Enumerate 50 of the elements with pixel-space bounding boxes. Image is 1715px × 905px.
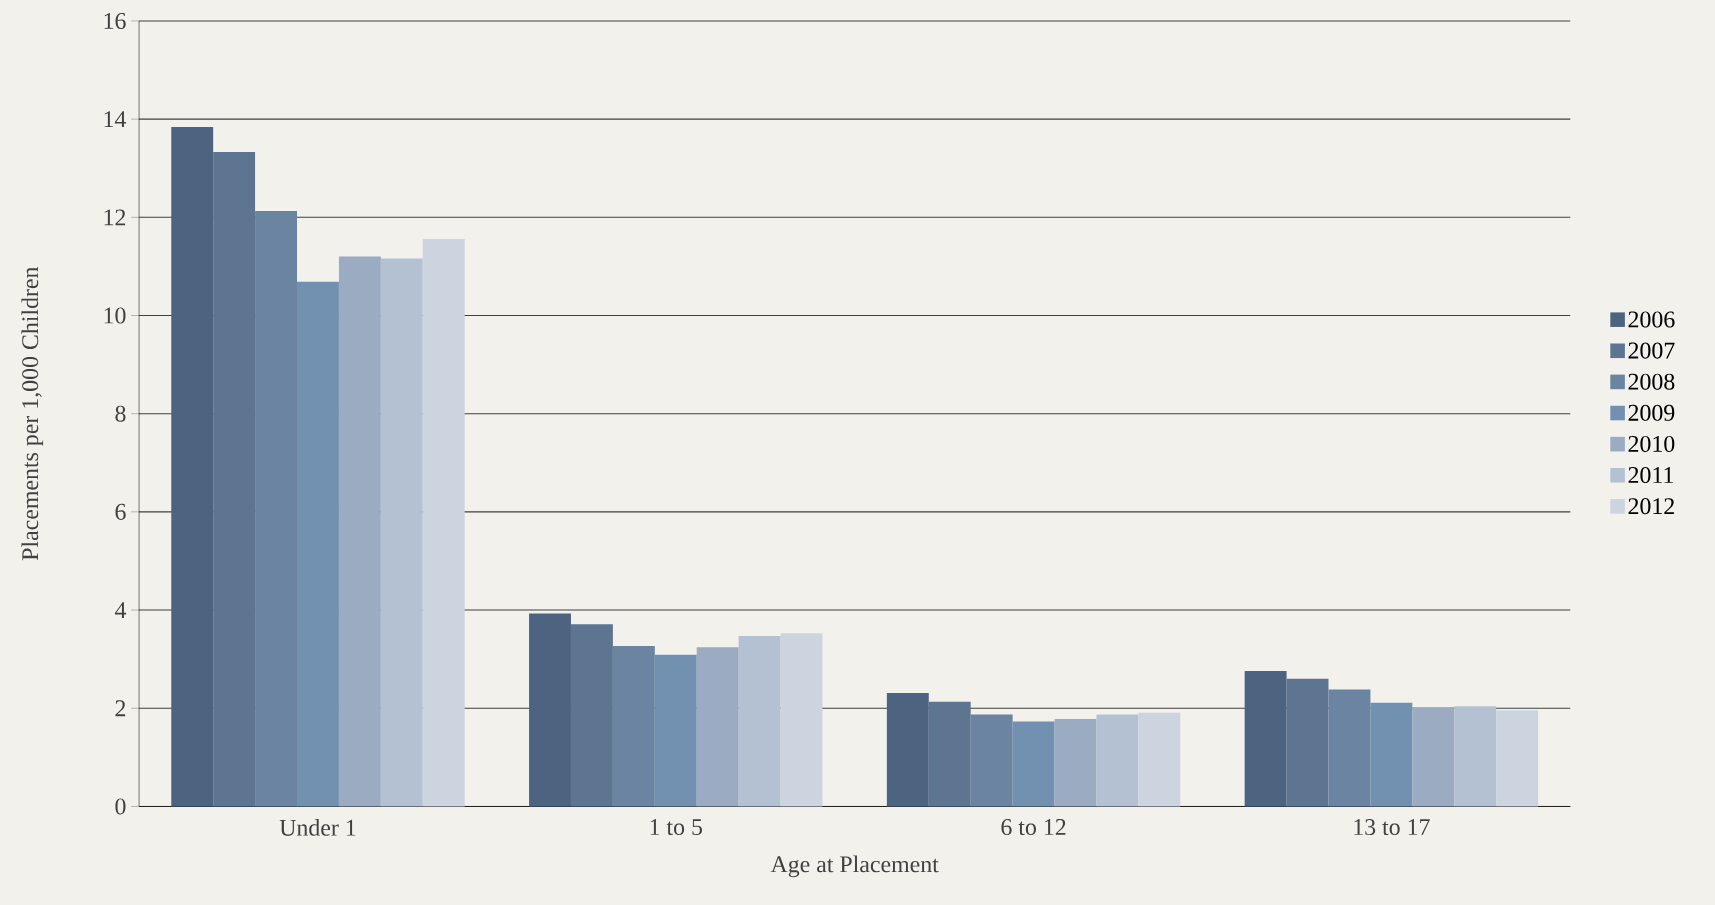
legend-label: 2010 [1628,435,1675,452]
bar [1138,712,1181,807]
bar [928,701,971,807]
bar [255,210,298,807]
bar [780,633,823,807]
bar [422,238,465,807]
bar [612,645,655,807]
bar [1328,689,1371,807]
bar [1244,670,1287,807]
x-axis-title: Age at Placement [770,855,939,878]
legend-label: 2006 [1628,311,1675,328]
legend-label: 2008 [1628,373,1675,390]
bar [738,635,781,807]
bar [570,624,613,807]
y-tick-label: 14 [104,111,127,127]
bar [1370,702,1413,807]
bar [213,151,256,807]
x-tick-label: 13 to 17 [1354,818,1430,835]
bar [1012,721,1055,807]
y-tick-label: 6 [115,503,126,520]
y-tick-label: 12 [104,209,126,226]
legend-label: 2007 [1628,342,1675,359]
bar [1054,718,1097,807]
legend-label: 2012 [1628,498,1674,515]
x-tick-label: 1 to 5 [650,818,702,835]
y-tick-label: 2 [115,700,126,717]
y-tick-label: 8 [115,405,126,422]
y-tick-label: 16 [104,12,126,29]
bar [1412,707,1455,807]
bar [654,654,697,807]
bar [297,281,339,807]
bar [529,613,571,807]
x-tick-label: Under 1 [279,818,356,836]
y-axis-title: Placements per 1,000 Children [21,266,44,561]
bar [1096,714,1139,807]
bar [1496,710,1539,807]
bar [886,692,929,807]
bar [970,714,1013,807]
legend-label: 2011 [1628,466,1673,483]
bar [1286,678,1329,807]
bar [1454,706,1497,807]
legend-label: 2009 [1628,404,1675,421]
y-tick-label: 4 [114,602,127,618]
bar [696,647,739,807]
x-tick-label: 6 to 12 [1001,818,1066,835]
y-tick-label: 0 [115,798,126,815]
bar [171,126,214,807]
bar [380,258,423,807]
y-tick-label: 10 [104,307,126,324]
bar [338,256,381,807]
